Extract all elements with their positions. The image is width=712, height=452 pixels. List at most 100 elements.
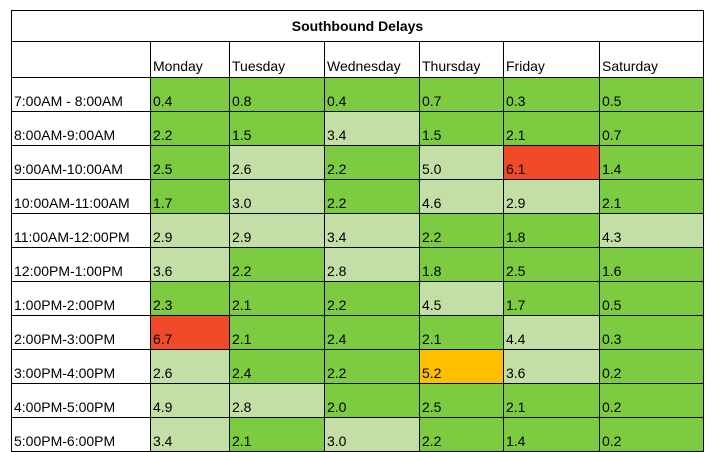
delay-cell-saturday[interactable]: 4.3 [599, 213, 704, 248]
time-slot-label[interactable]: 3:00PM-4:00PM [11, 349, 151, 384]
delay-cell-thursday[interactable]: 2.2 [419, 417, 504, 452]
table-row: 4:00PM-5:00PM 4.9 2.8 2.0 2.5 2.1 0.2 [11, 383, 704, 418]
delay-cell-wednesday[interactable]: 3.0 [324, 417, 420, 452]
header-friday[interactable]: Friday [503, 41, 600, 78]
delay-cell-thursday[interactable]: 2.5 [419, 383, 504, 418]
delay-cell-saturday[interactable]: 0.5 [599, 281, 704, 316]
time-slot-label[interactable]: 11:00AM-12:00PM [11, 213, 151, 248]
header-wednesday[interactable]: Wednesday [324, 41, 420, 78]
table-row: 2:00PM-3:00PM 6.7 2.1 2.4 2.1 4.4 0.3 [11, 315, 704, 350]
delay-cell-thursday[interactable]: 1.5 [419, 111, 504, 146]
time-slot-label[interactable]: 1:00PM-2:00PM [11, 281, 151, 316]
delay-cell-thursday[interactable]: 2.2 [419, 213, 504, 248]
delay-cell-friday[interactable]: 2.1 [503, 383, 600, 418]
delay-cell-friday[interactable]: 1.7 [503, 281, 600, 316]
delay-cell-friday[interactable]: 1.4 [503, 417, 600, 452]
day-header-row: Monday Tuesday Wednesday Thursday Friday… [11, 41, 704, 78]
header-thursday[interactable]: Thursday [419, 41, 504, 78]
southbound-delays-table: Southbound Delays Monday Tuesday Wednesd… [11, 10, 704, 452]
time-slot-label[interactable]: 5:00PM-6:00PM [11, 417, 151, 452]
delay-cell-tuesday[interactable]: 2.6 [229, 145, 325, 180]
delay-cell-friday[interactable]: 3.6 [503, 349, 600, 384]
delay-cell-tuesday[interactable]: 2.2 [229, 247, 325, 282]
table-row: 9:00AM-10:00AM 2.5 2.6 2.2 5.0 6.1 1.4 [11, 145, 704, 180]
delay-cell-thursday[interactable]: 2.1 [419, 315, 504, 350]
delay-cell-wednesday[interactable]: 0.4 [324, 77, 420, 112]
delay-cell-monday[interactable]: 6.7 [150, 315, 230, 350]
delay-cell-thursday[interactable]: 0.7 [419, 77, 504, 112]
table-row: 3:00PM-4:00PM 2.6 2.4 2.2 5.2 3.6 0.2 [11, 349, 704, 384]
time-slot-label[interactable]: 12:00PM-1:00PM [11, 247, 151, 282]
delay-cell-wednesday[interactable]: 2.2 [324, 349, 420, 384]
table-row: 5:00PM-6:00PM 3.4 2.1 3.0 2.2 1.4 0.2 [11, 417, 704, 452]
table-title[interactable]: Southbound Delays [11, 10, 704, 42]
delay-cell-thursday[interactable]: 5.2 [419, 349, 504, 384]
delay-cell-wednesday[interactable]: 2.4 [324, 315, 420, 350]
table-row: 11:00AM-12:00PM 2.9 2.9 3.4 2.2 1.8 4.3 [11, 213, 704, 248]
delay-cell-friday[interactable]: 6.1 [503, 145, 600, 180]
table-body: 7:00AM - 8:00AM 0.4 0.8 0.4 0.7 0.3 0.5 8:00AM-… [11, 77, 704, 452]
table-row: 12:00PM-1:00PM 3.6 2.2 2.8 1.8 2.5 1.6 [11, 247, 704, 282]
delay-cell-thursday[interactable]: 5.0 [419, 145, 504, 180]
delay-cell-saturday[interactable]: 0.3 [599, 315, 704, 350]
delay-cell-monday[interactable]: 2.2 [150, 111, 230, 146]
delay-cell-thursday[interactable]: 4.6 [419, 179, 504, 214]
time-slot-label[interactable]: 2:00PM-3:00PM [11, 315, 151, 350]
delay-cell-friday[interactable]: 1.8 [503, 213, 600, 248]
delay-cell-tuesday[interactable]: 2.8 [229, 383, 325, 418]
delay-cell-tuesday[interactable]: 2.1 [229, 315, 325, 350]
time-slot-label[interactable]: 8:00AM-9:00AM [11, 111, 151, 146]
delay-cell-monday[interactable]: 2.3 [150, 281, 230, 316]
header-monday[interactable]: Monday [150, 41, 230, 78]
delay-cell-saturday[interactable]: 2.1 [599, 179, 704, 214]
delay-cell-tuesday[interactable]: 0.8 [229, 77, 325, 112]
time-slot-label[interactable]: 10:00AM-11:00AM [11, 179, 151, 214]
delay-cell-wednesday[interactable]: 2.8 [324, 247, 420, 282]
delay-cell-saturday[interactable]: 0.2 [599, 383, 704, 418]
delay-cell-wednesday[interactable]: 2.2 [324, 179, 420, 214]
delay-cell-friday[interactable]: 2.9 [503, 179, 600, 214]
corner-cell[interactable] [11, 41, 151, 78]
delay-cell-monday[interactable]: 3.4 [150, 417, 230, 452]
delay-cell-tuesday[interactable]: 2.1 [229, 281, 325, 316]
delay-cell-tuesday[interactable]: 3.0 [229, 179, 325, 214]
spreadsheet-view: Southbound Delays Monday Tuesday Wednesd… [11, 10, 704, 452]
delay-cell-friday[interactable]: 2.5 [503, 247, 600, 282]
delay-cell-saturday[interactable]: 1.4 [599, 145, 704, 180]
time-slot-label[interactable]: 4:00PM-5:00PM [11, 383, 151, 418]
delay-cell-friday[interactable]: 2.1 [503, 111, 600, 146]
delay-cell-wednesday[interactable]: 3.4 [324, 111, 420, 146]
delay-cell-saturday[interactable]: 1.6 [599, 247, 704, 282]
delay-cell-saturday[interactable]: 0.5 [599, 77, 704, 112]
delay-cell-thursday[interactable]: 1.8 [419, 247, 504, 282]
delay-cell-wednesday[interactable]: 2.2 [324, 145, 420, 180]
table-row: 10:00AM-11:00AM 1.7 3.0 2.2 4.6 2.9 2.1 [11, 179, 704, 214]
delay-cell-monday[interactable]: 2.6 [150, 349, 230, 384]
time-slot-label[interactable]: 7:00AM - 8:00AM [11, 77, 151, 112]
delay-cell-thursday[interactable]: 4.5 [419, 281, 504, 316]
delay-cell-monday[interactable]: 4.9 [150, 383, 230, 418]
delay-cell-wednesday[interactable]: 2.0 [324, 383, 420, 418]
delay-cell-tuesday[interactable]: 2.4 [229, 349, 325, 384]
delay-cell-tuesday[interactable]: 2.1 [229, 417, 325, 452]
delay-cell-monday[interactable]: 2.5 [150, 145, 230, 180]
header-tuesday[interactable]: Tuesday [229, 41, 325, 78]
delay-cell-saturday[interactable]: 0.2 [599, 417, 704, 452]
delay-cell-tuesday[interactable]: 2.9 [229, 213, 325, 248]
delay-cell-saturday[interactable]: 0.2 [599, 349, 704, 384]
delay-cell-wednesday[interactable]: 3.4 [324, 213, 420, 248]
delay-cell-monday[interactable]: 3.6 [150, 247, 230, 282]
delay-cell-friday[interactable]: 4.4 [503, 315, 600, 350]
delay-cell-wednesday[interactable]: 2.2 [324, 281, 420, 316]
delay-cell-monday[interactable]: 0.4 [150, 77, 230, 112]
time-slot-label[interactable]: 9:00AM-10:00AM [11, 145, 151, 180]
header-saturday[interactable]: Saturday [599, 41, 704, 78]
delay-cell-monday[interactable]: 2.9 [150, 213, 230, 248]
delay-cell-monday[interactable]: 1.7 [150, 179, 230, 214]
table-row: 7:00AM - 8:00AM 0.4 0.8 0.4 0.7 0.3 0.5 [11, 77, 704, 112]
delay-cell-friday[interactable]: 0.3 [503, 77, 600, 112]
table-row: 8:00AM-9:00AM 2.2 1.5 3.4 1.5 2.1 0.7 [11, 111, 704, 146]
delay-cell-tuesday[interactable]: 1.5 [229, 111, 325, 146]
delay-cell-saturday[interactable]: 0.7 [599, 111, 704, 146]
table-row: 1:00PM-2:00PM 2.3 2.1 2.2 4.5 1.7 0.5 [11, 281, 704, 316]
